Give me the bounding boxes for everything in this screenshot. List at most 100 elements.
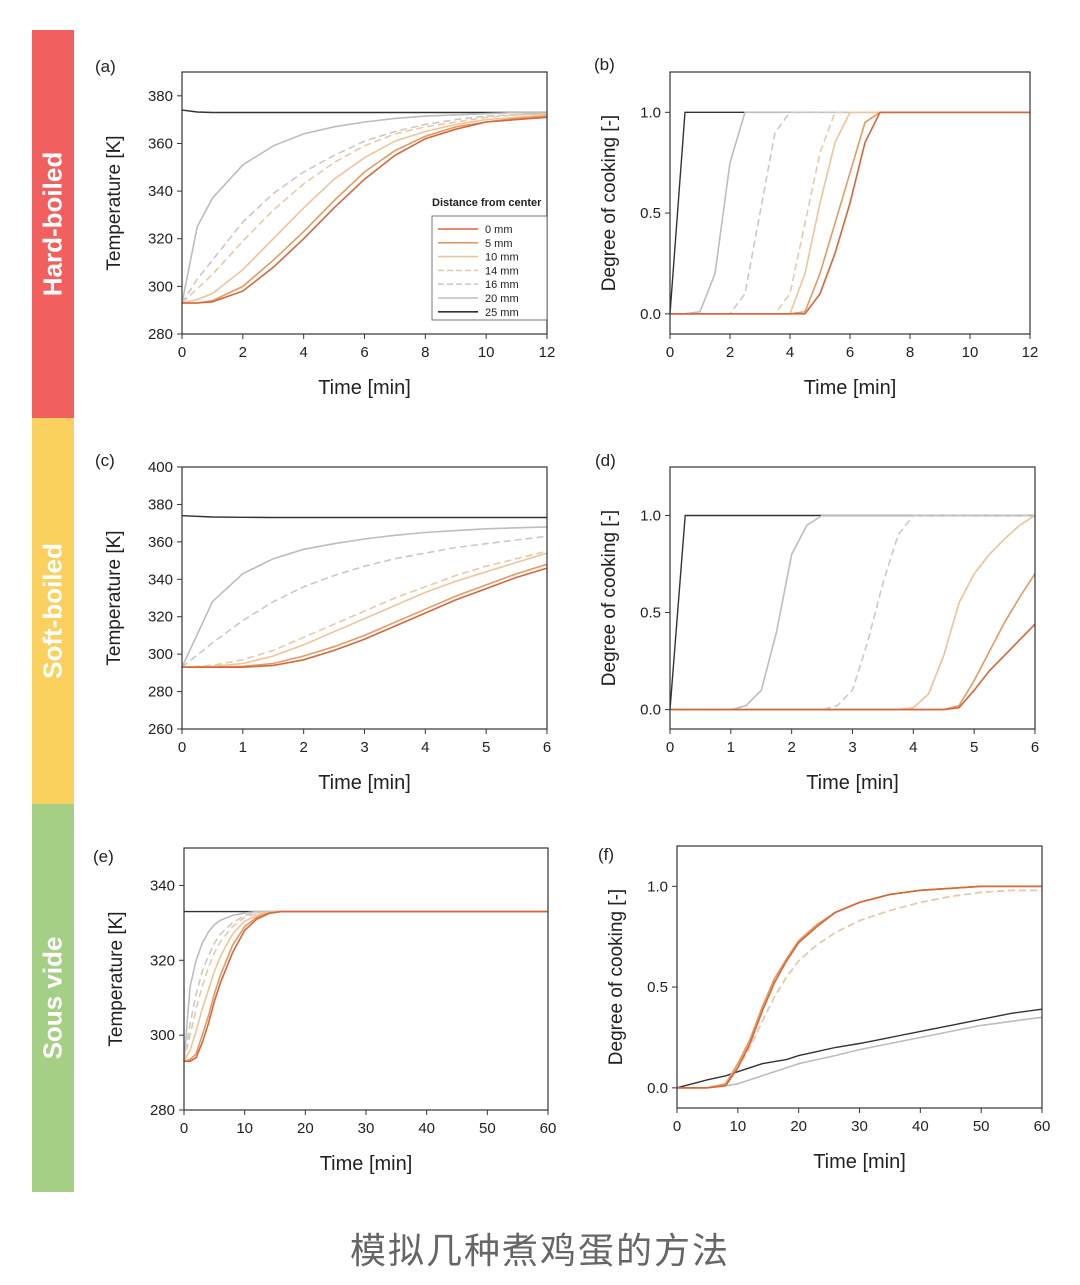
band-sous-vide: Sous vide xyxy=(32,804,74,1192)
series-line-a-20mm xyxy=(181,111,547,304)
series-line-a-0mm xyxy=(182,116,548,304)
y-tick-label: 360 xyxy=(148,135,173,152)
series-line-c-20mm xyxy=(181,526,548,668)
y-tick-label: 320 xyxy=(148,231,173,248)
series-line-b-25mm xyxy=(669,111,1030,314)
panel-label: (c) xyxy=(95,451,115,470)
x-tick-label: 3 xyxy=(848,739,856,756)
legend-label: 0 mm xyxy=(485,224,513,236)
x-tick-label: 0 xyxy=(666,739,674,756)
panel-c: 0 1 2 3 4 5 6 260 280 300 320 340 360 380 400 Time [min… xyxy=(95,451,551,794)
y-axis-label: Degree of cooking [-] xyxy=(599,510,620,686)
panel-f: 0 10 20 30 40 50 60 0.0 0.5 1.0 Time [min] Degree o… xyxy=(598,845,1050,1173)
x-tick-label: 60 xyxy=(540,1120,557,1137)
y-tick-label: 280 xyxy=(148,326,173,343)
panel-label: (f) xyxy=(598,845,614,864)
plot-frame-c xyxy=(181,466,548,730)
y-axis-label: Temperature [K] xyxy=(104,530,125,665)
x-tick-label: 8 xyxy=(906,344,914,361)
x-tick-label: 10 xyxy=(236,1120,253,1137)
y-tick-label: 380 xyxy=(148,496,173,513)
x-tick-label: 12 xyxy=(539,344,556,361)
y-tick-label: 300 xyxy=(148,646,173,663)
y-tick-label: 340 xyxy=(148,183,173,200)
series-line-d-0mm xyxy=(670,623,1036,711)
series-line-b-20mm xyxy=(670,111,1030,315)
x-tick-label: 4 xyxy=(909,739,917,756)
x-tick-label: 0 xyxy=(666,344,674,361)
x-tick-label: 6 xyxy=(846,344,854,361)
x-tick-label: 2 xyxy=(726,344,734,361)
series-line-c-10mm xyxy=(181,552,548,668)
x-tick-label: 4 xyxy=(421,739,429,756)
series-line-f-0mm xyxy=(677,885,1042,1089)
panel-d: 0 1 2 3 4 5 6 0.0 0.5 1.0 Time [min] Degree of cook… xyxy=(595,451,1039,794)
x-axis-label: Time [min] xyxy=(806,772,899,794)
y-tick-label: 1.0 xyxy=(640,508,661,525)
legend-label: 20 mm xyxy=(485,293,519,305)
y-tick-label: 320 xyxy=(150,952,175,969)
series-line-d-25mm xyxy=(669,514,1035,710)
y-tick-label: 300 xyxy=(150,1027,175,1044)
x-tick-label: 3 xyxy=(360,739,368,756)
panel-label: (e) xyxy=(93,847,114,866)
legend-label: 5 mm xyxy=(485,238,513,250)
panel-b: 0 2 4 6 8 10 12 0.0 0.5 1.0 Time [min] Degree of co… xyxy=(594,55,1038,399)
x-tick-label: 6 xyxy=(360,344,368,361)
series-line-f-20mm xyxy=(677,1016,1043,1089)
series-line-c-5mm xyxy=(182,563,548,668)
x-axis-label: Time [min] xyxy=(804,377,897,399)
x-tick-label: 1 xyxy=(727,739,735,756)
series-line-e-5mm xyxy=(183,910,548,1063)
legend-box xyxy=(431,215,548,321)
figure-caption: 模拟几种煮鸡蛋的方法 xyxy=(349,1231,730,1272)
y-tick-label: 280 xyxy=(150,1102,175,1119)
series-line-f-25mm xyxy=(676,1008,1043,1089)
legend-label: 25 mm xyxy=(485,307,519,319)
series-line-d-20mm xyxy=(670,514,1035,711)
legend-title: Distance from center xyxy=(432,197,542,209)
y-tick-label: 1.0 xyxy=(640,104,661,121)
y-axis-label: Temperature [K] xyxy=(104,135,125,270)
panel-label: (a) xyxy=(95,57,116,76)
x-tick-label: 50 xyxy=(479,1120,496,1137)
x-tick-label: 0 xyxy=(178,739,186,756)
x-tick-label: 12 xyxy=(1022,344,1039,361)
x-tick-label: 6 xyxy=(543,739,551,756)
y-tick-label: 260 xyxy=(148,721,173,738)
series-line-f-10mm xyxy=(677,885,1042,1089)
y-tick-label: 340 xyxy=(148,571,173,588)
x-axis-label: Time [min] xyxy=(813,1151,906,1173)
x-tick-label: 2 xyxy=(787,739,795,756)
x-tick-label: 30 xyxy=(358,1120,375,1137)
panel-a: 0 2 4 6 8 10 12 280 300 320 340 360 380 Time [min] Tem… xyxy=(95,57,555,399)
legend-label: 10 mm xyxy=(485,252,519,264)
series-line-e-20mm xyxy=(183,910,548,1062)
x-tick-label: 5 xyxy=(970,739,978,756)
x-tick-label: 40 xyxy=(418,1120,435,1137)
x-tick-label: 0 xyxy=(673,1118,681,1135)
y-axis-label: Degree of cooking [-] xyxy=(599,115,620,291)
series-line-b-10mm xyxy=(670,111,1030,315)
x-tick-label: 50 xyxy=(973,1118,990,1135)
legend-label: 16 mm xyxy=(485,279,519,291)
x-axis-label: Time [min] xyxy=(320,1153,413,1175)
series-line-c-0mm xyxy=(182,567,548,668)
x-tick-label: 40 xyxy=(912,1118,929,1135)
y-tick-label: 0.5 xyxy=(640,605,661,622)
x-tick-label: 2 xyxy=(239,344,247,361)
x-tick-label: 60 xyxy=(1034,1118,1051,1135)
band-soft-boiled: Soft-boiled xyxy=(32,418,74,804)
y-tick-label: 400 xyxy=(148,459,173,476)
x-tick-label: 4 xyxy=(299,344,307,361)
x-tick-label: 0 xyxy=(180,1120,188,1137)
x-tick-label: 10 xyxy=(962,344,979,361)
series-line-e-14mm xyxy=(183,910,548,1062)
plot-frame-e xyxy=(183,847,549,1111)
x-axis-label: Time [min] xyxy=(318,772,411,794)
y-tick-label: 0.5 xyxy=(647,979,668,996)
series-line-c-14mm xyxy=(181,550,548,668)
series-line-b-16mm xyxy=(670,111,1030,315)
